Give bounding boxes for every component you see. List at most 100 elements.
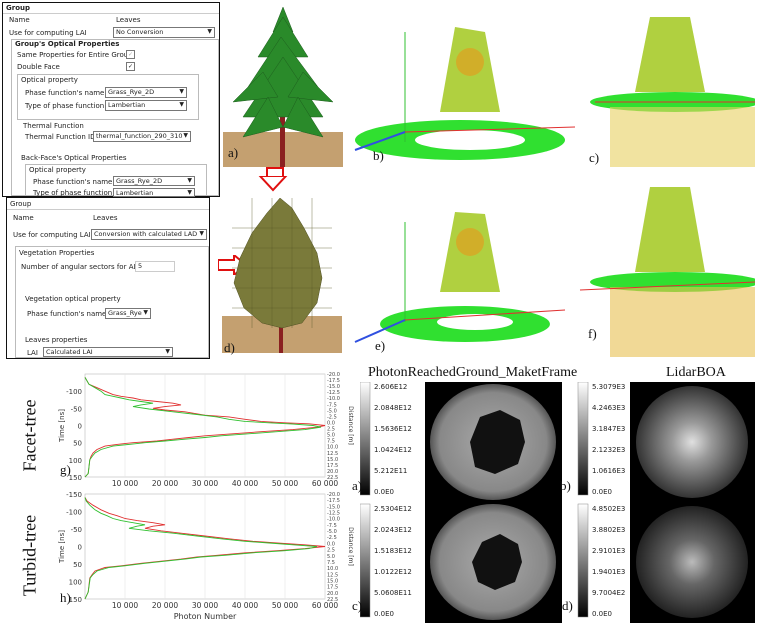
phase-name-label: Phase function's name [27,310,107,318]
heading-photon-ground: PhotonReachedGround_MaketFrame [368,365,578,380]
lai-select[interactable]: No Conversion ▼ [113,27,215,38]
colorbar-c [360,503,371,618]
colorbar-tick-label: 9.7004E2 [592,589,626,597]
y2-tick-label: 15.0 [327,457,338,463]
lai-select[interactable]: Conversion with calculated LAD ▼ [91,229,207,240]
veg-optical-label: Vegetation optical property [25,295,121,303]
y2-tick-label: 2.5 [327,548,335,554]
colorbar-tick-label: 0.0E0 [374,610,395,618]
x-axis-label: Photon Number [174,612,237,621]
x-tick-label: 10 000 [112,601,138,610]
same-props-checkbox[interactable]: ✓ [126,50,135,59]
colorbar-tick-label: 1.0122E12 [374,568,412,576]
y2-tick-label: 5.0 [327,554,335,560]
label-a-top: a) [228,145,239,160]
y2-tick-label: -20.0 [327,492,340,498]
x-tick-label: 50 000 [272,479,298,488]
y-tick-label: -150 [66,491,82,499]
lai-select-value: No Conversion [116,28,164,36]
bf-phase-name-value: Grass_Rye_2D [116,177,163,185]
same-props-label: Same Properties for Entire Group [17,51,133,59]
down-arrow-head-icon [258,176,288,192]
name-value[interactable]: Leaves [116,16,141,24]
colorbar-tick-label: 2.0243E12 [374,526,412,534]
x-tick-label: 40 000 [232,601,258,610]
label-f-top: f) [588,326,597,341]
y2-tick-label: -15.0 [327,384,340,390]
label-a-bot: a) [352,478,363,493]
y2-tick-label: 15.0 [327,578,338,584]
sectors-label: Number of angular sectors for ALA [21,263,143,271]
y2-tick-label: -20.0 [327,372,340,378]
y2-tick-label: -5.0 [327,529,337,535]
voxel-canopy [233,198,323,329]
thermal-id-select[interactable]: thermal_function_290_310 ▼ [93,131,191,142]
label-b-top: b) [373,148,384,163]
bf-phase-type-select[interactable]: Lambertian ▼ [113,188,195,197]
chevron-down-icon: ▼ [183,132,188,139]
colorbar-tick-label: 1.5183E12 [374,547,412,555]
y2-tick-label: -7.5 [327,402,337,408]
y2-tick-label: -2.5 [327,414,337,420]
x-tick-label: 40 000 [232,479,258,488]
y-tick-label: 50 [73,440,82,448]
y2-tick-label: -10.0 [327,517,340,523]
bf-phase-type-label: Type of phase function [33,189,113,197]
y2-tick-label: 0.0 [327,420,335,426]
image-b-lidar [636,386,748,498]
double-face-label: Double Face [17,63,60,71]
phase-name-select[interactable]: Grass_Rye ▼ [105,308,151,319]
colorbar-tick-label: 1.9401E3 [592,568,626,576]
bf-phase-name-select[interactable]: Grass_Rye_2D ▼ [113,176,195,186]
chevron-down-icon: ▼ [179,101,184,108]
image-panels [360,382,755,623]
colorbar-tick-label: 3.1847E3 [592,425,626,433]
point-cloud-panels [354,17,755,357]
phase-type-label: Type of phase function [25,102,105,110]
sectors-input[interactable]: 5 [135,261,175,272]
row-title-turbid: Turbid-tree [19,514,40,597]
y2-tick-label: 2.5 [327,427,335,433]
colorbar-tick-label: 5.212E11 [374,467,408,475]
phase-type-select[interactable]: Lambertian ▼ [105,100,187,111]
voxel-grid [232,198,332,328]
name-value[interactable]: Leaves [93,214,118,222]
sectors-value: 5 [138,262,143,270]
colorbar-tick-label: 5.0608E11 [374,589,412,597]
colorbar-b [577,382,589,496]
x-tick-label: 20 000 [152,601,178,610]
colorbar-tick-label: 1.0424E12 [374,446,412,454]
phase-name-value: Grass_Rye [108,309,142,317]
label-g: g) [60,462,71,477]
y2-tick-label: -12.5 [327,390,340,396]
waveform-series-2 [84,497,318,600]
lai-short-select[interactable]: Calculated LAI ▼ [43,347,173,357]
x-tick-label: 30 000 [192,479,218,488]
panel-b-point-cloud [354,27,576,160]
y2-tick-label: 7.5 [327,439,335,445]
facet-tree-rendering [223,6,343,167]
label-h: h) [60,590,71,605]
label-b-bot: b) [560,478,571,493]
optical-header: Group's Optical Properties [15,40,120,48]
bf-phase-type-value: Lambertian [116,189,154,197]
colorbar-tick-label: 4.2463E3 [592,404,626,412]
bf-optical-label: Optical property [29,166,86,174]
chevron-down-icon: ▼ [187,177,192,184]
waveform-series-2 [84,377,322,478]
panel-c-point-cloud [590,17,755,167]
x-tick-label: 50 000 [272,601,298,610]
chevron-down-icon: ▼ [179,88,184,95]
y2-tick-label: -17.5 [327,498,340,504]
label-c-bot: c) [352,598,363,613]
y-tick-label: 150 [69,474,82,482]
double-face-checkbox[interactable]: ✓ [126,62,135,71]
group-label: Group [6,4,31,12]
row-title-facet: Facet-tree [19,399,40,472]
phase-name-select[interactable]: Grass_Rye_2D ▼ [105,87,187,98]
optical-property-group [17,74,199,120]
thermal-header: Thermal Function [23,122,84,130]
colorbar-tick-label: 0.0E0 [592,488,613,496]
y2-tick-label: 12.5 [327,451,338,457]
y2-tick-label: -15.0 [327,504,340,510]
